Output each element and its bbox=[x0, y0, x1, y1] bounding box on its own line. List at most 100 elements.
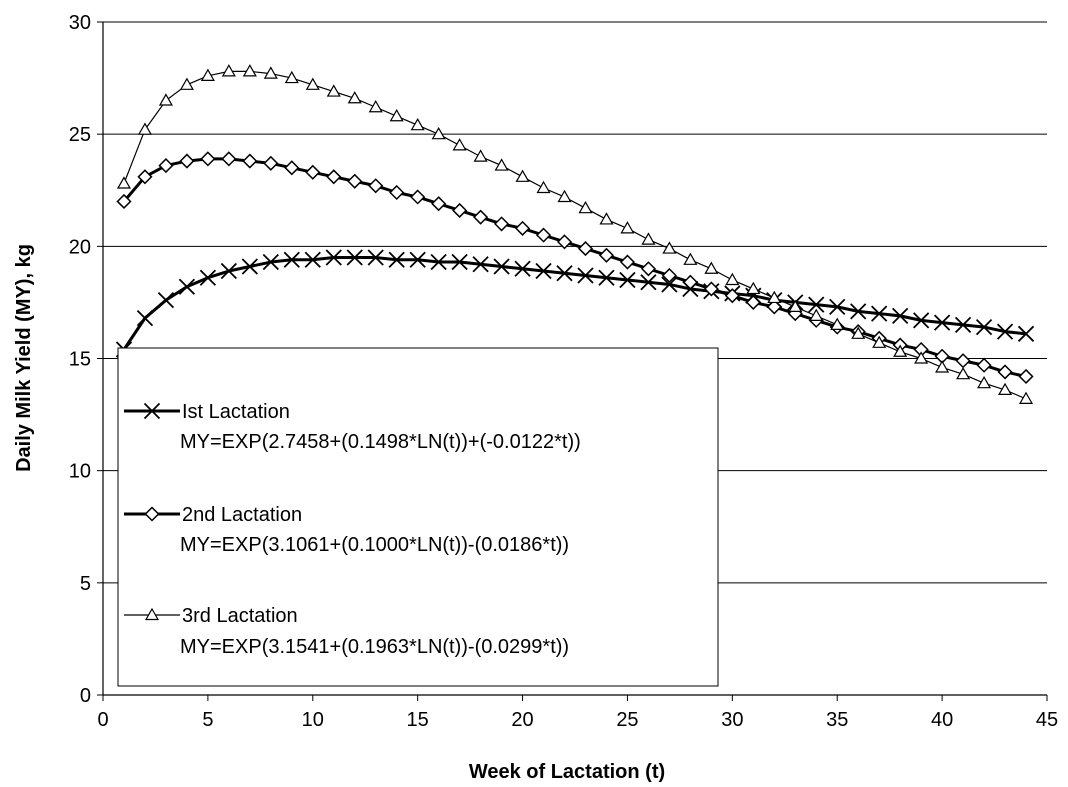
series-3-point-33 bbox=[788, 299, 803, 313]
series-1-point-25 bbox=[619, 271, 636, 289]
series-3-point-20 bbox=[515, 169, 530, 182]
series-3-point-37 bbox=[872, 335, 887, 348]
series-3-point-44 bbox=[1018, 391, 1034, 404]
series-3-point-1 bbox=[116, 176, 132, 189]
x-tick-label-35: 35 bbox=[826, 709, 848, 731]
series-2-point-32 bbox=[766, 299, 782, 315]
legend-label-2: 2nd Lactation bbox=[182, 504, 302, 526]
x-tick-label-20: 20 bbox=[511, 709, 533, 731]
x-tick-label-0: 0 bbox=[97, 709, 108, 731]
legend-label-1: Ist Lactation bbox=[182, 401, 290, 423]
series-2-point-17 bbox=[452, 202, 468, 219]
series-1-point-27 bbox=[661, 276, 678, 293]
series-2-point-27 bbox=[661, 267, 677, 284]
series-1-point-13 bbox=[367, 249, 384, 266]
series-1-point-34 bbox=[808, 296, 825, 313]
series-2-point-12 bbox=[347, 173, 363, 189]
series-2-point-29 bbox=[703, 281, 719, 297]
y-axis-title: Daily Milk Yield (MY), kg bbox=[13, 244, 35, 472]
series-1-point-22 bbox=[556, 265, 573, 282]
legend-label-3: 3rd Lactation bbox=[182, 605, 298, 627]
series-1-point-6 bbox=[220, 262, 238, 280]
series-3-point-30 bbox=[725, 272, 740, 286]
series-1-point-42 bbox=[975, 318, 993, 336]
legend-equation-3: MY=EXP(3.1541+(0.1963*LN(t))-(0.0299*t)) bbox=[180, 636, 569, 658]
series-3-point-27 bbox=[662, 241, 677, 254]
series-3-point-14 bbox=[389, 109, 404, 122]
series-1-point-16 bbox=[430, 253, 447, 271]
legend-entry-3: 3rd Lactation MY=EXP(3.1541+(0.1963*LN(t… bbox=[124, 605, 569, 658]
series-1-point-7 bbox=[241, 258, 258, 275]
series-3-point-4 bbox=[179, 77, 194, 90]
y-tick-label-15: 15 bbox=[69, 349, 91, 371]
series-2-point-2 bbox=[137, 169, 153, 185]
series-3-point-41 bbox=[956, 366, 971, 380]
series-2-point-20 bbox=[514, 220, 531, 236]
series-1-point-10 bbox=[304, 251, 321, 268]
series-1-point-8 bbox=[262, 253, 279, 271]
series-1-point-11 bbox=[325, 249, 342, 266]
legend-equation-2: MY=EXP(3.1061+(0.1000*LN(t))-(0.0186*t)) bbox=[180, 534, 569, 556]
series-3-point-18 bbox=[473, 149, 488, 162]
series-3-point-16 bbox=[431, 126, 446, 140]
series-1-point-44 bbox=[1017, 325, 1035, 342]
series-2-point-15 bbox=[410, 189, 426, 205]
series-1-point-37 bbox=[871, 305, 888, 322]
legend-entry-2: 2nd Lactation MY=EXP(3.1061+(0.1000*LN(t… bbox=[124, 504, 569, 556]
series-3-point-9 bbox=[284, 70, 299, 84]
series-3-point-35 bbox=[830, 317, 845, 330]
x-axis-title: Week of Lactation (t) bbox=[469, 761, 665, 783]
series-3-point-10 bbox=[305, 77, 320, 90]
series-2-point-18 bbox=[473, 209, 489, 225]
series-2-point-4 bbox=[179, 153, 195, 169]
series-1-line bbox=[122, 256, 1027, 351]
series-3-point-43 bbox=[998, 382, 1013, 396]
series-3 bbox=[116, 64, 1034, 404]
series-3-point-38 bbox=[893, 344, 908, 357]
series-layer bbox=[115, 64, 1035, 404]
series-3-point-12 bbox=[347, 91, 362, 104]
series-2 bbox=[116, 151, 1034, 385]
x-tick-label-25: 25 bbox=[616, 709, 638, 731]
series-1-point-5 bbox=[199, 269, 217, 286]
series-3-point-42 bbox=[977, 375, 992, 389]
series-3-point-24 bbox=[599, 212, 614, 225]
y-tick-label-30: 30 bbox=[69, 12, 91, 34]
series-1-point-18 bbox=[472, 256, 489, 273]
series-2-point-16 bbox=[431, 196, 447, 212]
series-3-point-6 bbox=[221, 64, 236, 77]
series-2-point-22 bbox=[556, 234, 573, 250]
series-2-point-9 bbox=[284, 160, 300, 176]
series-3-point-8 bbox=[263, 66, 278, 79]
series-2-point-23 bbox=[577, 241, 594, 257]
series-1-point-15 bbox=[409, 251, 426, 268]
series-2-point-24 bbox=[598, 247, 615, 263]
series-2-point-5 bbox=[200, 151, 216, 167]
series-3-point-34 bbox=[809, 308, 824, 321]
series-3-point-17 bbox=[452, 138, 467, 151]
series-3-point-22 bbox=[557, 189, 572, 203]
series-1-point-43 bbox=[996, 323, 1014, 340]
series-3-point-5 bbox=[200, 68, 215, 81]
series-2-point-41 bbox=[955, 353, 971, 369]
series-1-point-26 bbox=[640, 274, 657, 291]
series-3-point-31 bbox=[746, 281, 761, 295]
series-1-point-21 bbox=[535, 262, 552, 280]
series-1-point-9 bbox=[283, 251, 300, 268]
legend: Ist Lactation MY=EXP(2.7458+(0.1498*LN(t… bbox=[117, 347, 719, 687]
series-3-point-3 bbox=[158, 93, 173, 106]
series-2-point-25 bbox=[619, 254, 636, 270]
series-1-point-24 bbox=[598, 269, 615, 286]
series-3-point-28 bbox=[683, 252, 698, 265]
series-1-point-19 bbox=[493, 258, 510, 275]
series-1-point-17 bbox=[451, 253, 468, 271]
legend-sample-1 bbox=[124, 402, 180, 420]
series-3-point-39 bbox=[914, 351, 929, 364]
series-3-point-32 bbox=[767, 290, 782, 304]
series-2-point-3 bbox=[158, 158, 174, 174]
legend-sample-3 bbox=[124, 607, 180, 621]
series-1-point-38 bbox=[892, 307, 909, 325]
series-3-point-13 bbox=[368, 100, 383, 113]
series-1-point-35 bbox=[829, 298, 846, 316]
y-tick-label-10: 10 bbox=[69, 461, 91, 483]
